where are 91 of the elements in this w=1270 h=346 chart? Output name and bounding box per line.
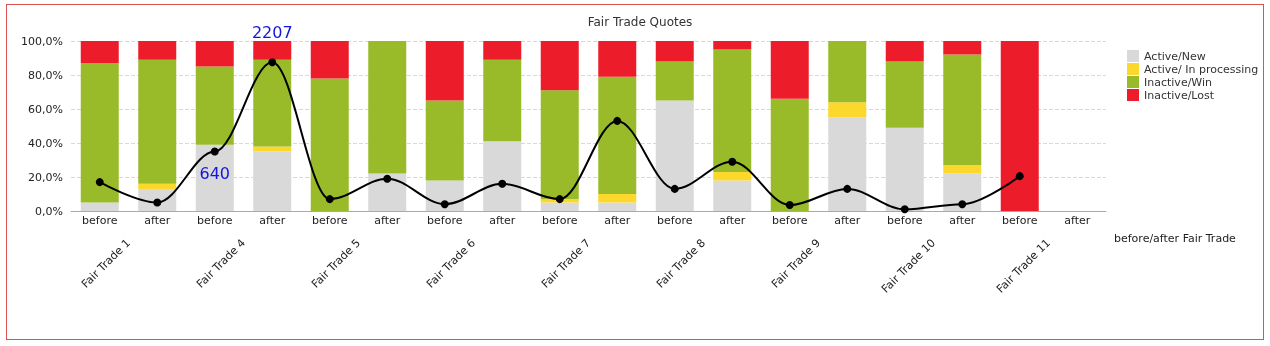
bar [598, 194, 637, 203]
x-tick-label: after [1064, 214, 1091, 227]
bar [943, 41, 982, 55]
bar [138, 59, 177, 184]
legend-label: Active/New [1144, 49, 1206, 63]
bar [138, 41, 177, 60]
point [210, 147, 219, 156]
point [613, 116, 622, 125]
point [1015, 172, 1024, 181]
bar [253, 59, 292, 147]
point [440, 200, 449, 209]
bar [368, 41, 407, 174]
legend-label: Active/ In processing [1144, 62, 1259, 76]
x-tick-label: before [427, 214, 463, 227]
bar [483, 59, 522, 142]
x-tick-label: after [259, 214, 286, 227]
bar [253, 146, 292, 152]
point [728, 157, 737, 166]
x-tick-label: before [772, 214, 808, 227]
annotation: 2207 [251, 22, 293, 42]
x-tick-label: after [949, 214, 976, 227]
bar [425, 41, 464, 101]
bar [425, 100, 464, 181]
x-tick-label: before [1002, 214, 1038, 227]
x-tick-label: before [82, 214, 118, 227]
bar [655, 61, 694, 101]
x-axis-title: before/after Fair Trade [1114, 232, 1237, 245]
point [383, 174, 392, 183]
bar [943, 54, 982, 166]
bar [828, 102, 867, 118]
bar [540, 202, 579, 211]
x-tick-label: before [887, 214, 923, 227]
point [900, 205, 909, 214]
legend-label: Inactive/Win [1144, 75, 1213, 89]
legend-label: Inactive/Lost [1144, 88, 1215, 102]
x-tick-label: after [834, 214, 861, 227]
bar [1000, 41, 1039, 211]
x-tick-label: after [144, 214, 171, 227]
y-tick-label: 20,0% [28, 170, 63, 184]
point [785, 201, 794, 210]
bar [885, 61, 924, 128]
bar [80, 202, 119, 211]
x-tick-label: after [489, 214, 516, 227]
bar [770, 98, 809, 211]
point [325, 195, 334, 204]
point [498, 179, 507, 188]
bar [138, 183, 177, 189]
y-tick-label: 80,0% [28, 68, 63, 82]
y-tick-label: 0,0% [35, 204, 63, 218]
x-tick-label: after [604, 214, 631, 227]
bar [425, 180, 464, 211]
bar [713, 49, 752, 172]
chart-title: Fair Trade Quotes [587, 15, 693, 29]
bar [770, 41, 809, 99]
x-tick-label: after [719, 214, 746, 227]
bar [598, 41, 637, 77]
x-tick-label: before [657, 214, 693, 227]
y-tick-label: 60,0% [28, 102, 63, 116]
bar [540, 90, 579, 200]
bar [310, 78, 349, 211]
point [670, 184, 679, 193]
bar [253, 41, 292, 60]
bar [80, 41, 119, 64]
bar [713, 41, 752, 50]
bar [598, 202, 637, 211]
bar [310, 41, 349, 79]
bar [598, 76, 637, 194]
bar [885, 41, 924, 62]
bar [195, 66, 234, 145]
y-tick-label: 100,0% [21, 34, 63, 48]
x-tick-label: before [312, 214, 348, 227]
point [268, 58, 277, 67]
bar [655, 41, 694, 62]
bar [713, 180, 752, 211]
point [153, 198, 162, 207]
y-tick-label: 40,0% [28, 136, 63, 150]
annotation: 640 [199, 164, 231, 183]
point [95, 178, 104, 187]
point [555, 195, 564, 204]
x-tick-label: after [374, 214, 401, 227]
point [958, 200, 967, 209]
bar [828, 41, 867, 103]
bar [713, 171, 752, 181]
bar [540, 41, 579, 91]
bar [943, 165, 982, 174]
x-tick-label: before [197, 214, 233, 227]
bar [80, 63, 119, 203]
point [843, 184, 852, 193]
bar [483, 41, 522, 60]
bar [195, 41, 234, 67]
x-tick-label: before [542, 214, 578, 227]
